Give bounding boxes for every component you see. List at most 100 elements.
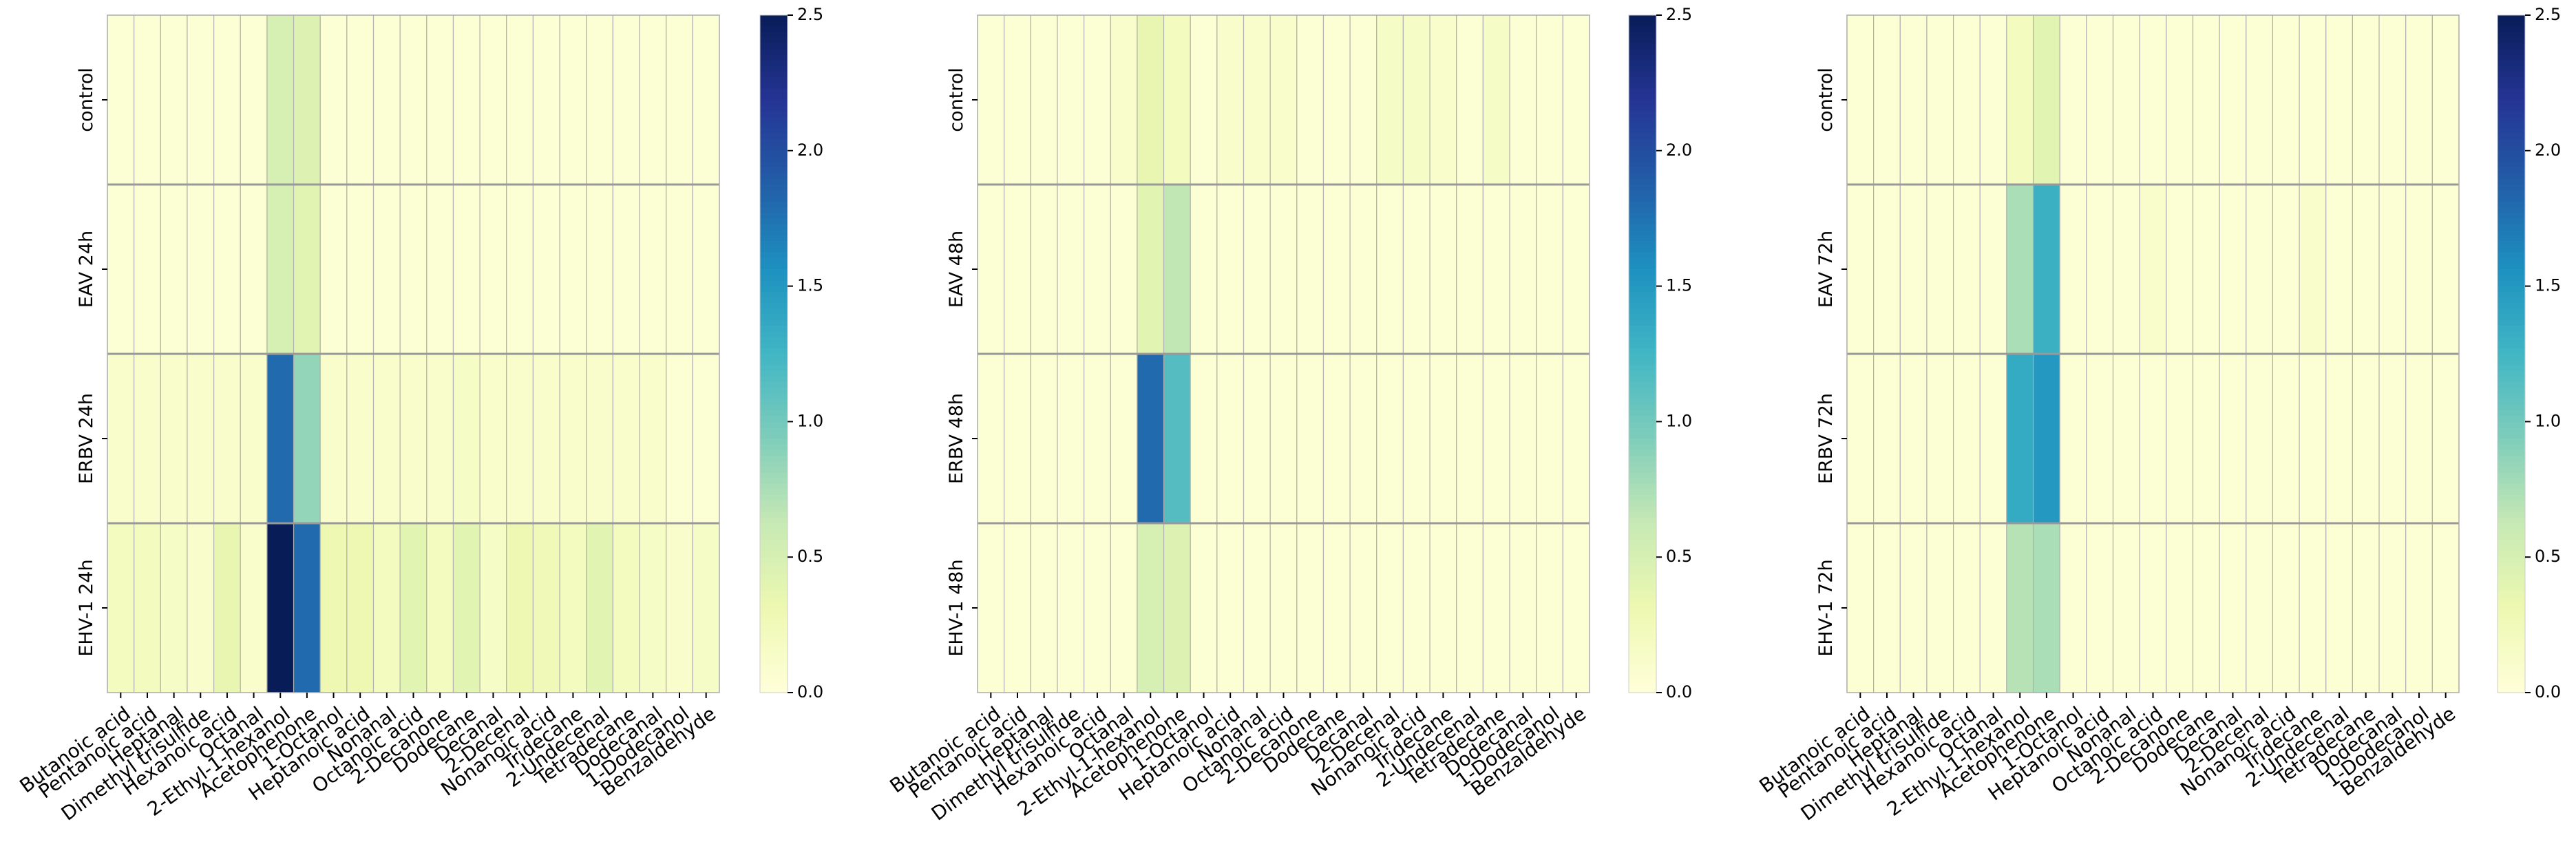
colorbar-segment — [2498, 229, 2525, 236]
colorbar-segment — [1629, 111, 1656, 118]
heatmap-cell-r0-c8 — [2059, 14, 2087, 185]
heatmap-cell-r0-c20 — [2378, 14, 2407, 185]
heatmap-cell-r2-c20 — [639, 353, 667, 524]
colorbar-segment — [1629, 88, 1656, 95]
heatmap-cell-r0-c2 — [1899, 14, 1928, 185]
colorbar-segment — [760, 568, 788, 575]
colorbar-segment — [1629, 49, 1656, 56]
colorbar-tick-label: 2.5 — [2535, 5, 2561, 24]
heatmap-cell-r3-c6 — [266, 523, 295, 693]
heatmap-cell-r2-c16 — [2272, 353, 2300, 524]
heatmap-cell-r1-c5 — [1110, 184, 1138, 355]
colorbar-segment — [1629, 580, 1656, 586]
heatmap-cell-r3-c1 — [1873, 523, 1901, 693]
heatmap-cell-r0-c4 — [213, 14, 241, 185]
colorbar-segment — [2498, 297, 2525, 304]
heatmap-cell-r3-c13 — [452, 523, 481, 693]
heatmap-cell-r2-c9 — [346, 353, 374, 524]
colorbar-segment — [1629, 331, 1656, 338]
heatmap-cell-r3-c0 — [107, 523, 135, 693]
colorbar-segment — [760, 32, 788, 39]
heatmap-cell-r3-c4 — [1953, 523, 1981, 693]
heatmap-cell-r1-c6 — [2006, 184, 2034, 355]
colorbar-segment — [760, 213, 788, 219]
heatmap-cell-r0-c6 — [266, 14, 295, 185]
colorbar-segment — [760, 308, 788, 315]
colorbar-segment — [1629, 15, 1656, 21]
heatmap-cell-r3-c12 — [2166, 523, 2194, 693]
heatmap-cell-r0-c8 — [319, 14, 348, 185]
heatmap-cell-r3-c6 — [1137, 523, 1165, 693]
colorbar-segment — [1629, 658, 1656, 665]
colorbar-segment — [760, 404, 788, 411]
heatmap-cell-r1-c17 — [559, 184, 587, 355]
heatmap-cell-r2-c13 — [1322, 353, 1351, 524]
heatmap-cell-r3-c12 — [426, 523, 454, 693]
heatmap-cell-r1-c9 — [2086, 184, 2114, 355]
heatmap-cell-r3-c5 — [240, 523, 268, 693]
colorbar-segment — [760, 269, 788, 275]
colorbar-segment — [1629, 26, 1656, 33]
row-label: ERBV 72h — [1815, 393, 1837, 484]
heatmap-cell-r3-c10 — [1243, 523, 1271, 693]
heatmap-cell-r2-c5 — [1110, 353, 1138, 524]
colorbar-segment — [2498, 557, 2525, 564]
colorbar-segment — [2498, 517, 2525, 524]
colorbar-segment — [1629, 686, 1656, 693]
heatmap-cell-r0-c11 — [399, 14, 427, 185]
colorbar-tick-label: 1.0 — [2535, 411, 2561, 430]
colorbar-segment — [1629, 512, 1656, 518]
heatmap-cell-r0-c0 — [1846, 14, 1875, 185]
heatmap-cell-r1-c0 — [1846, 184, 1875, 355]
heatmap-cell-r0-c22 — [692, 14, 720, 185]
heatmap-cell-r2-c21 — [666, 353, 693, 524]
heatmap-cell-r0-c12 — [1296, 14, 1324, 185]
colorbar-segment — [2498, 580, 2525, 586]
heatmap-cell-r1-c1 — [1004, 184, 1031, 355]
heatmap-cell-r3-c19 — [612, 523, 640, 693]
heatmap-cell-r0-c7 — [2032, 14, 2060, 185]
heatmap-cell-r2-c20 — [2378, 353, 2407, 524]
colorbar-segment — [760, 647, 788, 654]
colorbar-segment — [1629, 207, 1656, 213]
heatmap-cell-r2-c19 — [1482, 353, 1510, 524]
heatmap-cell-r1-c3 — [1926, 184, 1954, 355]
heatmap-cell-r0-c15 — [506, 14, 534, 185]
heatmap-cell-r0-c12 — [2166, 14, 2194, 185]
colorbar-segment — [760, 529, 788, 536]
colorbar-segment — [2498, 303, 2525, 310]
heatmap-cell-r1-c7 — [293, 184, 321, 355]
heatmap-cell-r0-c6 — [2006, 14, 2034, 185]
colorbar-segment — [760, 517, 788, 524]
colorbar-segment — [2498, 196, 2525, 202]
heatmap-cell-r3-c8 — [2059, 523, 2087, 693]
heatmap-cell-r1-c16 — [1402, 184, 1430, 355]
colorbar-1: 0.0 0.5 1.0 1.5 2.0 2.5 — [759, 5, 823, 702]
colorbar-segment — [1629, 303, 1656, 310]
colorbar-segment — [2498, 21, 2525, 28]
colorbar-segment — [1629, 613, 1656, 620]
heatmap-cell-r1-c11 — [399, 184, 427, 355]
heatmap-cell-r0-c3 — [1057, 14, 1085, 185]
colorbar-segment — [2498, 512, 2525, 518]
colorbar-segment — [760, 60, 788, 67]
colorbar-segment — [1629, 506, 1656, 513]
heatmap-cell-r0-c19 — [612, 14, 640, 185]
colorbar-segment — [1629, 647, 1656, 654]
colorbar-segment — [1629, 545, 1656, 552]
heatmap-cell-r1-c1 — [134, 184, 161, 355]
heatmap-cell-r2-c15 — [1376, 353, 1404, 524]
colorbar-segment — [760, 319, 788, 326]
colorbar-segment — [2498, 134, 2525, 140]
heatmap-cell-r1-c6 — [1137, 184, 1165, 355]
heatmap-cell-r3-c7 — [1163, 523, 1191, 693]
heatmap-cell-r0-c22 — [2431, 14, 2460, 185]
heatmap-cell-r0-c15 — [2246, 14, 2274, 185]
colorbar-segment — [1629, 156, 1656, 162]
heatmap-cell-r0-c7 — [293, 14, 321, 185]
colorbar-segment — [1629, 472, 1656, 479]
colorbar-segment — [1629, 439, 1656, 445]
colorbar-segment — [2498, 201, 2525, 208]
colorbar-segment — [2498, 596, 2525, 603]
colorbar-segment — [760, 116, 788, 123]
